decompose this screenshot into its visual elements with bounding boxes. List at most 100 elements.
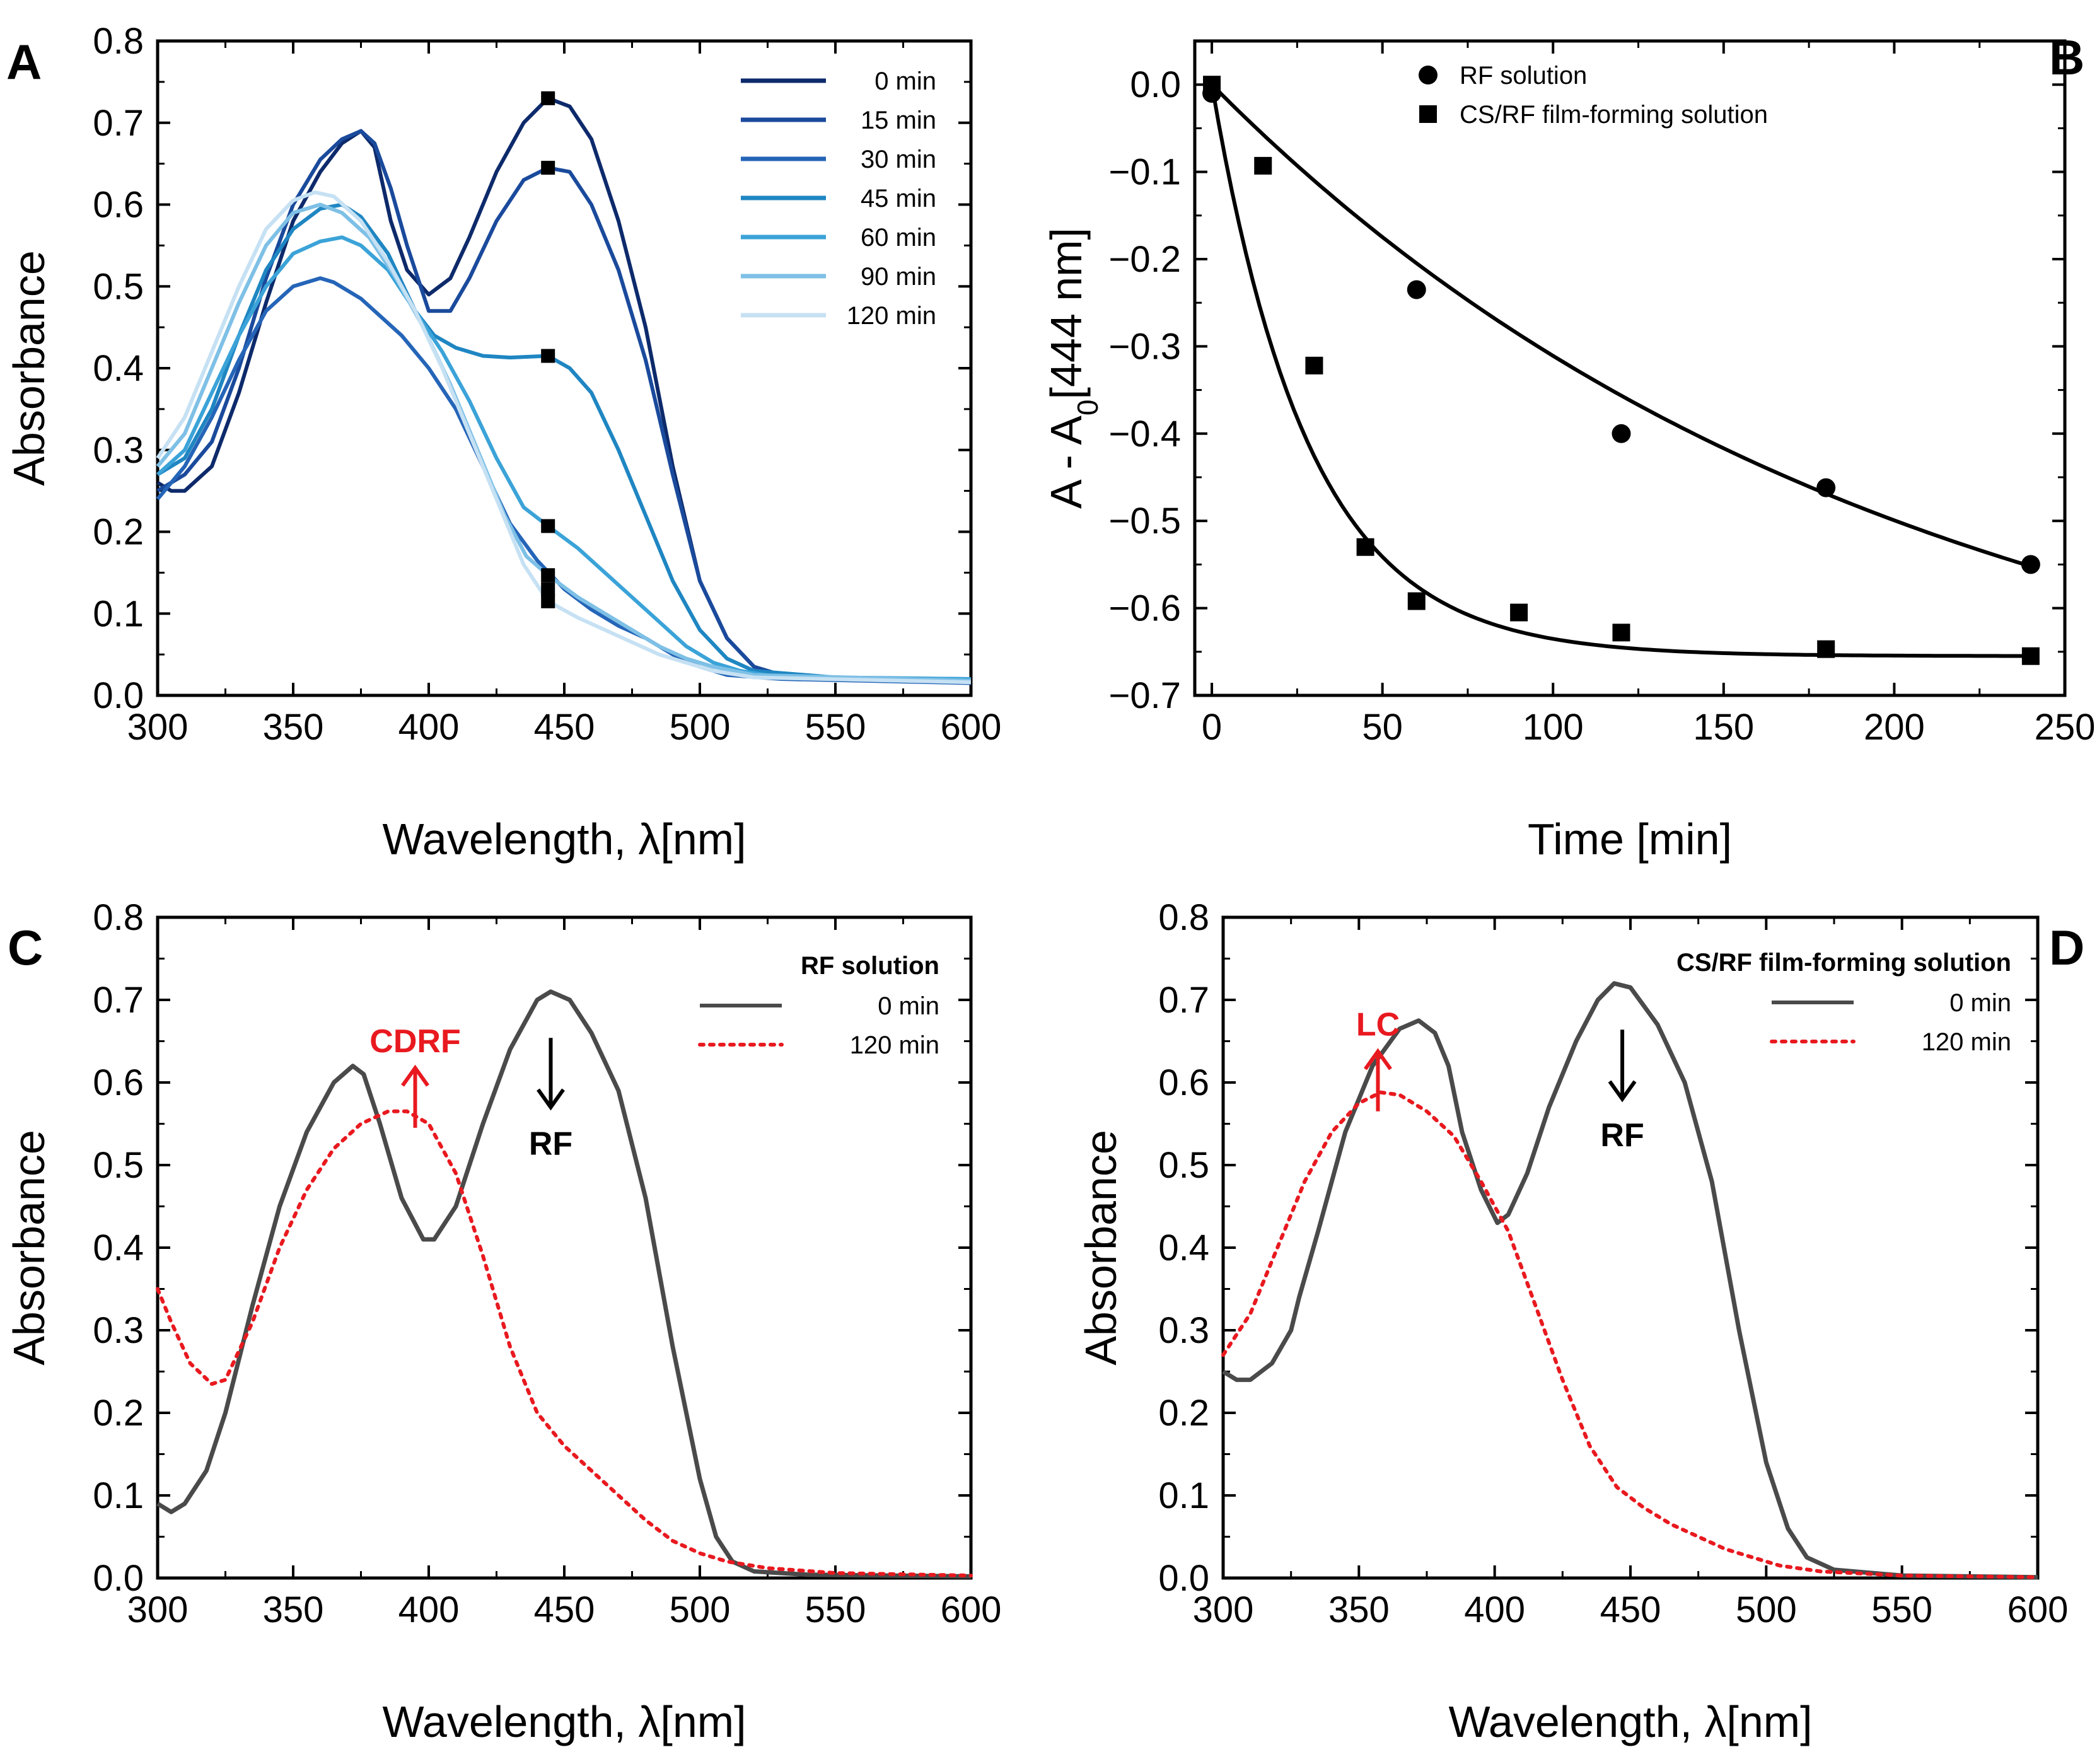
y-tick-label: 0.0 [93, 675, 144, 716]
data-point-square [1407, 592, 1426, 610]
annotation-arrow-head [1364, 1048, 1392, 1071]
data-point-square [1612, 624, 1630, 642]
data-marker [541, 568, 555, 583]
x-axis-label: Wavelength, λ[nm] [382, 1697, 746, 1746]
y-tick-label: −0.7 [1109, 675, 1182, 716]
y-tick-label: 0.7 [93, 980, 144, 1021]
panel-label-a: A [6, 34, 42, 90]
data-point-square [2021, 647, 2040, 665]
y-tick-label: 0.0 [93, 1558, 144, 1599]
y-tick-label: 0.1 [93, 593, 144, 634]
series-line-120-min [1221, 1090, 2040, 1579]
y-tick-label: 0.6 [93, 1062, 144, 1103]
y-tick-label: 0.4 [1158, 1227, 1209, 1268]
fit-curve-cs-rf [1210, 84, 2031, 658]
y-axis-label: Absorbance [1076, 1130, 1125, 1366]
annotation-arrow-head [537, 1088, 565, 1111]
x-tick-label: 450 [1600, 1589, 1661, 1630]
x-tick-label: 300 [127, 1589, 189, 1630]
y-tick-label: 0.8 [93, 21, 144, 62]
y-tick-label: 0.7 [1158, 980, 1209, 1021]
series-line-45-min [156, 202, 972, 681]
data-marker [541, 594, 555, 608]
y-tick-label: 0.6 [93, 185, 144, 226]
data-point-square [1203, 76, 1221, 94]
legend-marker-square [1419, 105, 1437, 123]
y-tick-label: 0.8 [93, 897, 144, 938]
legend-label: 90 min [861, 263, 936, 291]
x-tick-label: 150 [1693, 707, 1754, 748]
data-marker [541, 582, 555, 596]
data-point-square [1254, 156, 1272, 175]
legend-label: 120 min [1922, 1028, 2011, 1056]
x-tick-label: 450 [534, 1589, 595, 1630]
data-point-square [1356, 538, 1374, 556]
x-tick-label: 450 [534, 707, 595, 748]
y-tick-label: −0.5 [1109, 501, 1182, 542]
x-tick-label: 400 [398, 707, 460, 748]
series-line-120-min [156, 190, 972, 685]
panel-label-d: D [2049, 920, 2084, 975]
legend-label: 120 min [847, 302, 936, 330]
data-marker [541, 349, 555, 363]
legend-label: 0 min [878, 992, 939, 1020]
y-tick-label: 0.0 [1130, 64, 1181, 105]
x-tick-label: 550 [805, 707, 866, 748]
y-tick-label: 0.2 [93, 1393, 144, 1434]
series-line-0-min [1222, 981, 2038, 1580]
annotation-label: LC [1356, 1007, 1400, 1043]
x-tick-label: 550 [805, 1589, 866, 1630]
y-tick-label: 0.5 [93, 1145, 144, 1186]
y-tick-label: 0.4 [93, 1227, 144, 1268]
y-tick-label: 0.1 [93, 1475, 144, 1516]
plot-frame [1221, 915, 2040, 1580]
panel-a: A 300 350 400 450 500 550 600 0.0 0.1 0.2 0.3 0.4 0.… [4, 21, 1001, 864]
x-tick-label: 600 [941, 707, 1002, 748]
plot-frame [156, 915, 973, 1580]
panel-b: B 0 50 100 150 200 250 −0.7 −0.6 −0.5 −0.4 −0.3 −0.… [1042, 30, 2095, 864]
y-tick-label: −0.1 [1109, 152, 1182, 193]
x-tick-label: 350 [263, 707, 324, 748]
x-tick-label: 350 [263, 1589, 324, 1630]
y-tick-label: 0.0 [1158, 1558, 1209, 1599]
x-axis-label: Wavelength, λ[nm] [382, 815, 746, 864]
x-tick-label: 500 [1736, 1589, 1797, 1630]
x-tick-label: 200 [1864, 707, 1925, 748]
y-tick-label: 0.3 [1158, 1310, 1209, 1351]
legend-label: 15 min [861, 107, 936, 134]
legend-label: 30 min [861, 146, 936, 173]
y-tick-label: 0.6 [1158, 1062, 1209, 1103]
series-line-0-min [156, 989, 972, 1579]
legend-label: 0 min [1949, 989, 2011, 1017]
data-marker [541, 91, 555, 105]
series-line-30-min [156, 276, 972, 685]
data-point-circle [1816, 478, 1836, 497]
data-point-circle [1612, 424, 1631, 443]
data-marker [541, 161, 555, 175]
y-tick-label: 0.2 [1158, 1393, 1209, 1434]
data-point-square [1510, 603, 1528, 622]
y-tick-label: 0.2 [93, 512, 144, 553]
legend-title: RF solution [801, 952, 939, 980]
y-tick-label: 0.8 [1158, 897, 1209, 938]
annotation-arrow-head [401, 1064, 429, 1087]
x-tick-label: 300 [1193, 1589, 1254, 1630]
x-tick-label: 400 [1464, 1589, 1525, 1630]
y-axis-label: Absorbance [4, 1130, 54, 1366]
annotation-label: RF [1600, 1117, 1644, 1154]
y-tick-label: −0.2 [1109, 239, 1182, 280]
y-tick-label: −0.3 [1109, 326, 1182, 367]
y-tick-label: −0.4 [1109, 414, 1182, 455]
annotation-arrow-head [1608, 1080, 1637, 1103]
y-tick-label: −0.6 [1109, 588, 1182, 629]
series-line-0-min [156, 96, 972, 683]
y-axis-label: A - A0[444 nm] [1042, 228, 1104, 509]
fit-curve-rf [1210, 83, 2031, 569]
legend-label: 120 min [850, 1031, 939, 1059]
x-tick-label: 300 [127, 707, 189, 748]
data-point-square [1305, 356, 1323, 374]
x-tick-label: 50 [1362, 707, 1403, 748]
legend-label: RF solution [1460, 62, 1587, 90]
x-tick-label: 550 [1871, 1589, 1932, 1630]
panel-label-c: C [8, 920, 43, 975]
